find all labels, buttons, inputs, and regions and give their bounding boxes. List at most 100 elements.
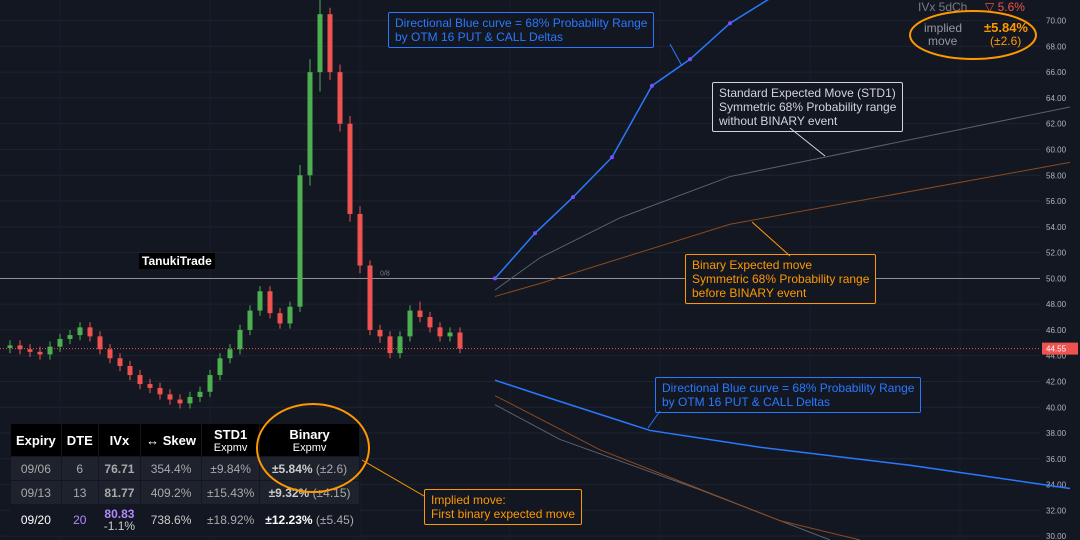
candle-body	[57, 338, 63, 347]
curve-dot	[533, 231, 537, 236]
y-tick-label: 60.00	[1046, 145, 1067, 154]
candle-body	[167, 394, 173, 400]
note: Directional Blue curve = 68% Probability…	[655, 377, 922, 413]
candle-body	[137, 375, 143, 385]
binary: ±5.84%	[271, 461, 313, 476]
y-tick-label: 56.00	[1046, 197, 1067, 206]
header-row: Expiry DTE IVx ↔ Skew STD1 Expmv Binary Ex…	[10, 423, 360, 457]
candle-body	[357, 213, 363, 266]
candle-body	[267, 291, 273, 314]
y-tick-label: 42.00	[1046, 377, 1067, 386]
cell: 13	[60, 480, 99, 505]
curve-dot	[493, 276, 497, 281]
cell: ±12.23% (±5.45)	[259, 504, 360, 536]
ivx-change: ▽ 5.6%	[985, 0, 1025, 14]
candle-body	[397, 336, 403, 354]
y-tick-label: 30.00	[1046, 532, 1067, 540]
binary: ±12.23%	[265, 513, 313, 527]
ivx-label: IVx 5dCh	[918, 0, 968, 14]
candle-body	[257, 291, 263, 311]
last-price-tag	[1042, 342, 1078, 355]
candle-body	[287, 306, 293, 324]
note-line: before BINARY event	[692, 286, 807, 300]
note-line: by OTM 16 PUT & CALL Deltas	[662, 395, 831, 409]
curve-dot	[571, 195, 575, 200]
candle-body	[277, 313, 283, 324]
candle-body	[337, 72, 343, 124]
header-sub: Expmv	[213, 441, 248, 454]
ivx-change: -1.1%	[103, 519, 136, 533]
cell: 738.6%	[140, 504, 202, 536]
candle-body	[307, 72, 313, 176]
candle-body	[227, 349, 233, 359]
candle-body	[317, 14, 323, 73]
note: Implied move: First binary expected move	[424, 489, 583, 525]
candle-body	[327, 14, 333, 73]
note-line: Symmetric 68% Probability range	[692, 272, 870, 286]
candle-body	[117, 358, 123, 367]
note-line: Directional Blue curve = 68% Probability…	[662, 381, 915, 395]
curve	[494, 106, 1071, 291]
y-tick-label: 58.00	[1046, 171, 1067, 180]
candle-body	[387, 336, 393, 354]
row: 09/20 20 80.83 -1.1% 738.6% ±18.92% ±12.2…	[10, 504, 360, 536]
y-tick-label: 48.00	[1046, 300, 1067, 309]
candle-body	[87, 327, 93, 337]
curve	[494, 395, 861, 540]
header: Expiry	[10, 423, 62, 457]
last-price-label: 44.55	[1046, 345, 1067, 354]
binary: ±9.32%	[268, 485, 310, 500]
candle-body	[177, 399, 183, 404]
candle-body	[77, 327, 83, 336]
candle-body	[127, 366, 133, 376]
cell: 09/13	[10, 480, 62, 505]
note-line: without BINARY event	[719, 114, 838, 128]
candle-body	[7, 345, 13, 348]
header: DTE	[60, 423, 99, 457]
cell: ±5.84% (±2.6)	[259, 456, 360, 481]
note: Directional Blue curve = 68% Probability…	[388, 12, 655, 48]
cell: 20	[60, 504, 99, 536]
y-tick-label: 70.00	[1046, 17, 1067, 26]
candle-body	[187, 396, 193, 404]
binary-abs: (±5.45)	[315, 513, 354, 527]
note-line: Symmetric 68% Probability range	[719, 100, 897, 114]
cell: 09/20	[10, 504, 62, 536]
curve	[494, 0, 769, 279]
y-tick-label: 66.00	[1046, 68, 1067, 77]
cell: 80.83 -1.1%	[97, 504, 142, 536]
cell: ±9.84%	[200, 456, 261, 481]
y-tick-label: 64.00	[1046, 94, 1067, 103]
cell: 81.77	[97, 480, 142, 505]
curve-dot	[650, 83, 654, 88]
ivx: 80.83	[104, 507, 135, 521]
curve-dot	[688, 57, 692, 62]
cell: ±15.43%	[200, 480, 261, 505]
candle-body	[17, 345, 23, 350]
row: 09/06 6 76.71 354.4% ±9.84% ±5.84% (±2.6…	[10, 456, 360, 481]
candle-body	[447, 332, 453, 337]
cell: 354.4%	[140, 456, 202, 481]
candle-body	[347, 123, 353, 214]
curve-dot	[728, 21, 732, 26]
candle-body	[417, 310, 423, 318]
cell: ±18.92%	[200, 504, 261, 536]
binary-abs: (±4.15)	[312, 485, 351, 500]
candle-body	[157, 387, 163, 395]
curve	[494, 379, 1071, 490]
implied-abs: (±2.6)	[990, 34, 1022, 48]
y-tick-label: 52.00	[1046, 249, 1067, 258]
y-tick-label: 62.00	[1046, 120, 1067, 129]
y-tick-label: 40.00	[1046, 403, 1067, 412]
candle-body	[247, 310, 253, 330]
curve	[494, 161, 1071, 297]
curve-dot	[610, 155, 614, 160]
hline-label: 0/8	[380, 270, 390, 277]
candle-body	[207, 375, 213, 392]
candle-body	[97, 336, 103, 350]
header-text: STD1	[214, 426, 248, 442]
y-tick-label: 50.00	[1046, 274, 1067, 283]
note-line: by OTM 16 PUT & CALL Deltas	[395, 30, 564, 44]
note-line: First binary expected move	[431, 507, 576, 521]
